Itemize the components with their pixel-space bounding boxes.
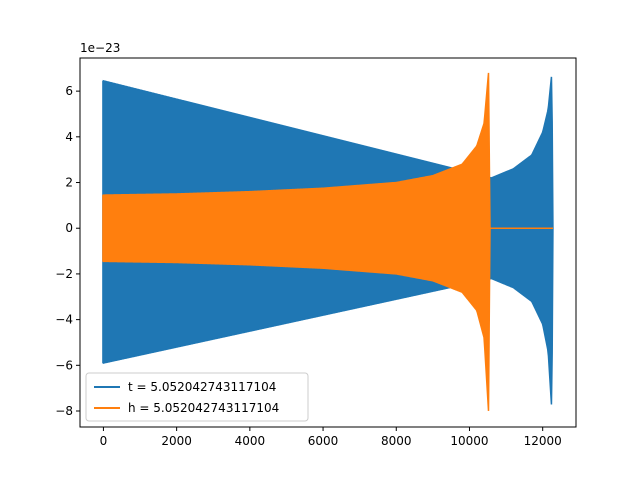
- y-tick-label: −2: [55, 267, 73, 281]
- legend: t = 5.052042743117104 h = 5.0520427431171…: [85, 372, 309, 422]
- y-tick-label: −4: [55, 313, 73, 327]
- legend-entry-label: t = 5.052042743117104: [128, 380, 276, 394]
- axes-frame: [79, 57, 577, 428]
- x-tick-label: 12000: [524, 434, 562, 448]
- x-tick-label: 4000: [235, 434, 266, 448]
- y-tick-label: 6: [65, 84, 73, 98]
- plot-area: [102, 72, 554, 411]
- legend-box: [85, 372, 309, 422]
- legend-entry-label: h = 5.052042743117104: [128, 401, 279, 415]
- x-tick-label: 6000: [308, 434, 339, 448]
- y-tick-label: 2: [65, 176, 73, 190]
- y-tick-label: 4: [65, 130, 73, 144]
- y-tick-label: −8: [55, 404, 73, 418]
- x-tick-label: 2000: [161, 434, 192, 448]
- y-offset-label: 1e−23: [80, 41, 120, 55]
- axis-ticks: 0 2000 4000 6000 8000 10000 12000 −8 −6 −4 −2 0 2 4 6: [55, 84, 561, 448]
- y-tick-label: −6: [55, 358, 73, 372]
- y-tick-label: 0: [65, 221, 73, 235]
- x-tick-label: 10000: [450, 434, 488, 448]
- x-tick-label: 8000: [381, 434, 412, 448]
- x-tick-label: 0: [100, 434, 108, 448]
